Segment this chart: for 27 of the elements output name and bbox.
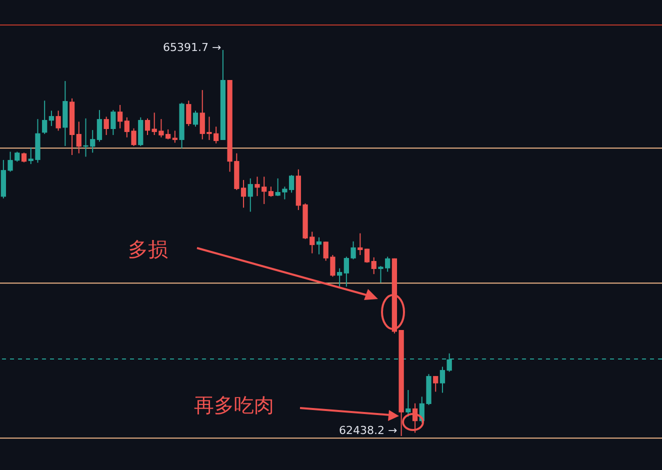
candlestick xyxy=(48,110,54,126)
candlestick xyxy=(117,104,123,129)
candlestick xyxy=(433,376,438,392)
annotation: 65391.7 → xyxy=(163,41,222,54)
annotation: 多损 xyxy=(128,236,168,263)
candlestick xyxy=(337,268,342,288)
candlestick xyxy=(440,366,446,394)
candlestick xyxy=(76,121,82,154)
candlestick xyxy=(96,110,102,142)
candlestick xyxy=(144,118,150,136)
candlestick xyxy=(248,178,253,212)
candlestick xyxy=(110,110,116,136)
candlestick xyxy=(186,100,192,126)
annotation: 再多吃肉 xyxy=(194,392,274,419)
candlestick xyxy=(371,256,376,275)
candlestick xyxy=(358,232,363,256)
candlestick xyxy=(406,390,411,418)
candlestick xyxy=(268,186,274,198)
candlestick xyxy=(240,179,246,208)
annotation: 62438.2 → xyxy=(339,424,398,437)
candlestick xyxy=(364,248,370,264)
candlestick xyxy=(56,110,61,132)
candlestick xyxy=(21,152,27,163)
candlestick xyxy=(316,236,322,255)
candlestick xyxy=(42,100,48,134)
candlestick xyxy=(104,116,109,136)
candlestick xyxy=(192,110,198,128)
